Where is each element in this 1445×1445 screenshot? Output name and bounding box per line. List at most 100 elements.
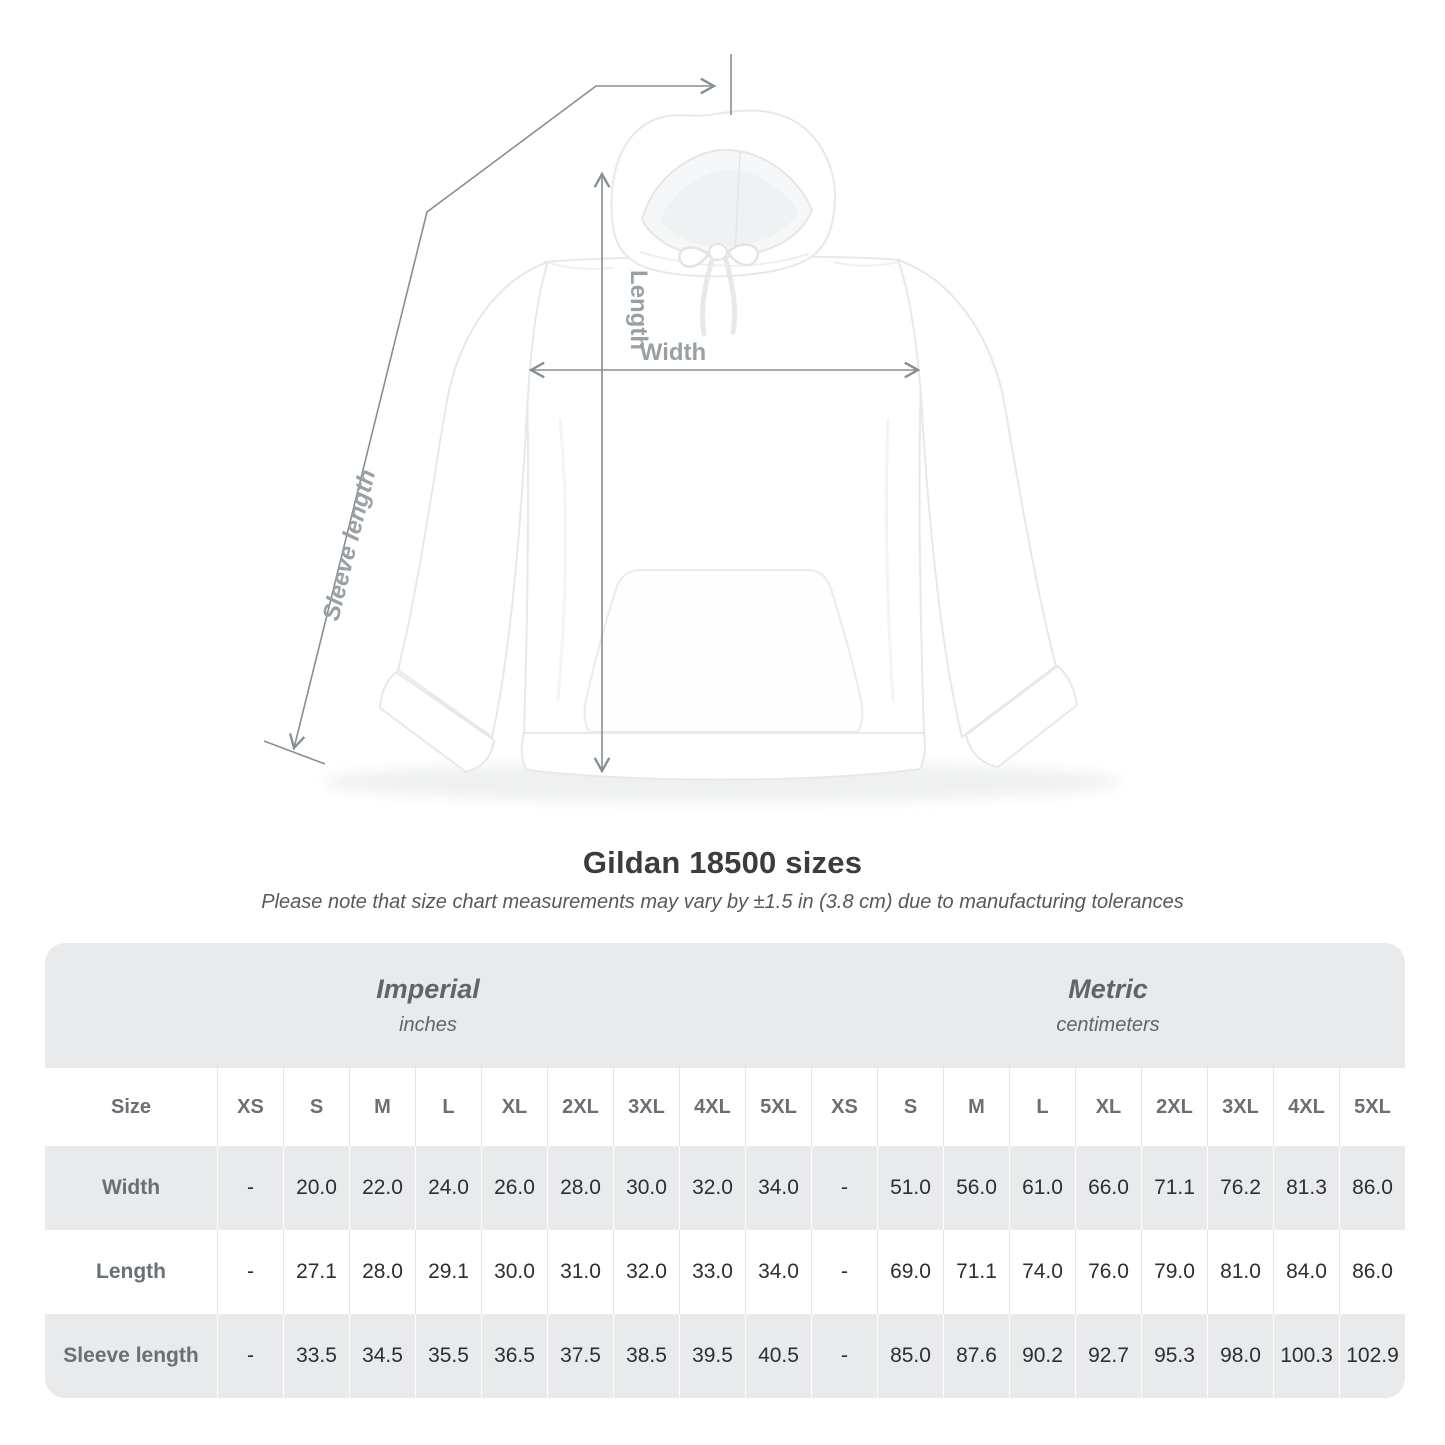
page-title: Gildan 18500 sizes <box>582 845 863 880</box>
value-cell: 22.0 <box>349 1146 415 1230</box>
metric-group-unit: centimeters <box>1056 1014 1160 1036</box>
value-cell: 26.0 <box>481 1146 547 1230</box>
value-cell: 38.5 <box>613 1314 679 1398</box>
value-cell: 51.0 <box>877 1146 943 1230</box>
row-label: Width <box>101 1176 161 1199</box>
length-arrow-label: Length <box>625 270 652 350</box>
size-header-imperial-s: S <box>283 1068 349 1146</box>
tolerance-note: Please note that size chart measurements… <box>261 891 1184 913</box>
value-cell: 76.0 <box>1075 1230 1141 1314</box>
value-cell: 32.0 <box>613 1230 679 1314</box>
value-cell: 61.0 <box>1009 1146 1075 1230</box>
value-cell: 79.0 <box>1141 1230 1207 1314</box>
size-header-metric-s: S <box>877 1068 943 1146</box>
sleeve-length-arrow-label: Sleeve length <box>318 467 382 624</box>
value-cell: - <box>217 1230 283 1314</box>
value-cell: 34.5 <box>349 1314 415 1398</box>
imperial-group-header: Imperial inches <box>45 943 811 1068</box>
size-header-metric-xs: XS <box>811 1068 877 1146</box>
size-header-imperial-m: M <box>349 1068 415 1146</box>
size-header-metric-5xl: 5XL <box>1339 1068 1405 1146</box>
value-cell: 84.0 <box>1273 1230 1339 1314</box>
value-cell: 66.0 <box>1075 1146 1141 1230</box>
size-header-metric-xl: XL <box>1075 1068 1141 1146</box>
value-cell: 76.2 <box>1207 1146 1273 1230</box>
sleeve-bottom-tick <box>263 740 326 765</box>
value-cell: 74.0 <box>1009 1230 1075 1314</box>
value-cell: 39.5 <box>679 1314 745 1398</box>
size-table: Imperial inches Metric centimeters Size … <box>45 943 1405 1398</box>
value-cell: 37.5 <box>547 1314 613 1398</box>
value-cell: 20.0 <box>283 1146 349 1230</box>
value-cell: 85.0 <box>877 1314 943 1398</box>
value-cell: 92.7 <box>1075 1314 1141 1398</box>
width-row: Width - 20.0 22.0 24.0 26.0 28.0 30.0 32… <box>45 1146 1405 1230</box>
value-cell: 33.0 <box>679 1230 745 1314</box>
size-header-imperial-2xl: 2XL <box>547 1068 613 1146</box>
size-header-imperial-xs: XS <box>217 1068 283 1146</box>
value-cell: 36.5 <box>481 1314 547 1398</box>
hoodie-illustration <box>379 109 1078 781</box>
value-cell: 30.0 <box>613 1146 679 1230</box>
value-cell: 81.3 <box>1273 1146 1339 1230</box>
value-cell: 34.0 <box>745 1146 811 1230</box>
imperial-group-unit: inches <box>399 1014 457 1036</box>
value-cell: 86.0 <box>1339 1230 1405 1314</box>
hoodie-shadow <box>322 762 1122 802</box>
row-label: Length <box>96 1260 166 1283</box>
value-cell: 28.0 <box>547 1146 613 1230</box>
value-cell: 102.9 <box>1339 1314 1405 1398</box>
value-cell: 28.0 <box>349 1230 415 1314</box>
value-cell: 87.6 <box>943 1314 1009 1398</box>
value-cell: - <box>217 1146 283 1230</box>
value-cell: 90.2 <box>1009 1314 1075 1398</box>
value-cell: 40.5 <box>745 1314 811 1398</box>
value-cell: 34.0 <box>745 1230 811 1314</box>
sleeve-length-row: Sleeve length - 33.5 34.5 35.5 36.5 37.5… <box>45 1314 1405 1398</box>
value-cell: 69.0 <box>877 1230 943 1314</box>
value-cell: - <box>217 1314 283 1398</box>
size-header-imperial-3xl: 3XL <box>613 1068 679 1146</box>
size-header-metric-l: L <box>1009 1068 1075 1146</box>
value-cell: 95.3 <box>1141 1314 1207 1398</box>
sleeve-length-arrow <box>288 77 717 751</box>
measurement-arrows <box>263 54 921 774</box>
value-cell: 35.5 <box>415 1314 481 1398</box>
value-cell: 24.0 <box>415 1146 481 1230</box>
value-cell: - <box>811 1230 877 1314</box>
length-row: Length - 27.1 28.0 29.1 30.0 31.0 32.0 3… <box>45 1230 1405 1314</box>
metric-group-name: Metric <box>1068 974 1148 1004</box>
metric-group-header: Metric centimeters <box>811 943 1405 1068</box>
value-cell: 56.0 <box>943 1146 1009 1230</box>
value-cell: 27.1 <box>283 1230 349 1314</box>
size-header-imperial-5xl: 5XL <box>745 1068 811 1146</box>
value-cell: - <box>811 1314 877 1398</box>
size-header-row: Size XS S M L XL 2XL 3XL 4XL 5XL XS S M … <box>45 1068 1405 1146</box>
row-label: Sleeve length <box>63 1344 199 1367</box>
value-cell: - <box>811 1146 877 1230</box>
size-header-metric-4xl: 4XL <box>1273 1068 1339 1146</box>
unit-groups-row: Imperial inches Metric centimeters <box>45 943 1405 1068</box>
size-header-imperial-l: L <box>415 1068 481 1146</box>
size-header-metric-3xl: 3XL <box>1207 1068 1273 1146</box>
value-cell: 86.0 <box>1339 1146 1405 1230</box>
size-col-header: Size <box>110 1095 152 1118</box>
size-header-imperial-xl: XL <box>481 1068 547 1146</box>
value-cell: 33.5 <box>283 1314 349 1398</box>
value-cell: 71.1 <box>943 1230 1009 1314</box>
value-cell: 98.0 <box>1207 1314 1273 1398</box>
value-cell: 29.1 <box>415 1230 481 1314</box>
size-header-metric-m: M <box>943 1068 1009 1146</box>
size-header-imperial-4xl: 4XL <box>679 1068 745 1146</box>
size-header-metric-2xl: 2XL <box>1141 1068 1207 1146</box>
hoodie-measurement-diagram: Length Width Sleeve length <box>263 54 1122 802</box>
imperial-group-name: Imperial <box>376 974 480 1004</box>
value-cell: 71.1 <box>1141 1146 1207 1230</box>
width-arrow-label: Width <box>640 339 706 366</box>
value-cell: 32.0 <box>679 1146 745 1230</box>
value-cell: 100.3 <box>1273 1314 1339 1398</box>
value-cell: 31.0 <box>547 1230 613 1314</box>
value-cell: 81.0 <box>1207 1230 1273 1314</box>
value-cell: 30.0 <box>481 1230 547 1314</box>
